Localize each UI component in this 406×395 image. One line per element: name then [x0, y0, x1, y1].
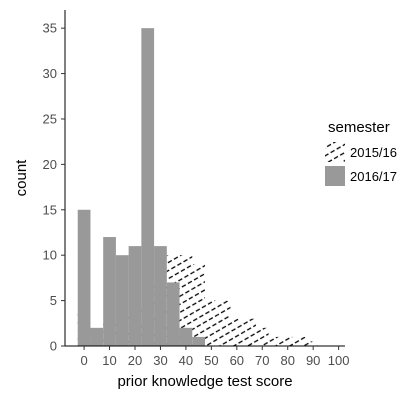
y-tick-label: 15 [43, 202, 57, 217]
x-tick-label: 10 [102, 353, 116, 368]
bar-2015-16-13 [243, 318, 256, 346]
legend-title: semester [328, 119, 390, 136]
bar-2016-17-7 [166, 282, 180, 346]
x-tick-label: 50 [204, 353, 218, 368]
bar-2016-17-0 [77, 209, 91, 346]
x-tick-label: 0 [80, 353, 87, 368]
bar-2016-17-8 [179, 327, 193, 346]
bar-2016-17-3 [115, 255, 129, 346]
legend-label: 2016/17 [350, 169, 397, 184]
bar-2015-16-17 [294, 336, 307, 346]
x-tick-label: 60 [230, 353, 244, 368]
y-tick-label: 10 [43, 248, 57, 263]
bar-2015-16-18 [306, 341, 320, 346]
x-tick-label: 80 [280, 353, 294, 368]
legend-key-2016-17 [325, 166, 345, 186]
bar-2015-16-11 [217, 300, 231, 346]
bar-2015-16-10 [205, 300, 218, 346]
y-tick-label: 30 [43, 66, 57, 81]
bar-2016-17-9 [192, 336, 205, 346]
series-2016-17-bars [77, 28, 205, 346]
x-axis-title: prior knowledge test score [117, 373, 292, 390]
x-tick-label: 30 [153, 353, 167, 368]
bar-2015-16-14 [255, 327, 269, 346]
axes: 0 5 10 15 20 25 30 35 0 10 20 30 40 50 60 70 80 90 100 prio… [13, 10, 349, 390]
bar-2016-17-1 [90, 327, 104, 346]
bar-2015-16-15 [268, 336, 282, 346]
legend-label: 2015/16 [350, 145, 397, 160]
x-tick-label: 20 [128, 353, 142, 368]
bar-2016-17-4 [128, 246, 142, 346]
x-tick-label: 40 [179, 353, 193, 368]
y-tick-label: 35 [43, 21, 57, 36]
legend: semester 2015/16 2016/17 [325, 119, 397, 186]
bar-2016-17-6 [154, 246, 167, 346]
bar-2015-16-8 [179, 255, 193, 346]
legend-key-2015-16 [325, 142, 345, 162]
y-axis-title: count [13, 159, 30, 197]
y-tick-label: 5 [50, 293, 57, 308]
y-tick-label: 25 [43, 111, 57, 126]
x-tick-label: 90 [306, 353, 320, 368]
bar-2015-16-16 [281, 336, 295, 346]
bar-2016-17-5 [141, 28, 155, 346]
bar-2015-16-9 [192, 264, 205, 346]
y-tick-label: 20 [43, 157, 57, 172]
x-tick-label: 70 [255, 353, 269, 368]
y-tick-label: 0 [50, 339, 57, 354]
bar-2016-17-2 [103, 237, 116, 346]
x-tick-label: 100 [328, 353, 350, 368]
bar-2015-16-12 [230, 318, 244, 346]
